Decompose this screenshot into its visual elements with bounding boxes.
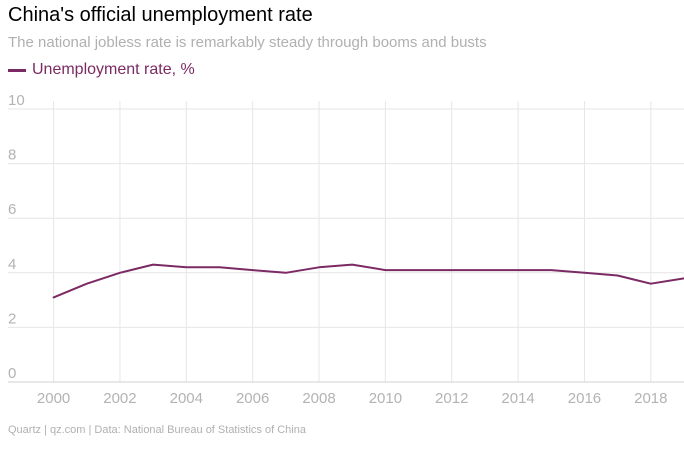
series-line-0 [52,263,684,299]
chart-subtitle: The national jobless rate is remarkably … [8,34,487,51]
chart-title: China's official unemployment rate [8,4,313,26]
x-tick-label-2012: 2012 [435,390,468,407]
x-tick-label-2000: 2000 [37,390,70,407]
y-tick-label-0: 0 [8,365,16,382]
source-footer: Quartz | qz.com | Data: National Bureau … [8,424,306,436]
y-tick-label-10: 10 [8,92,25,109]
y-tick-label-4: 4 [8,256,16,273]
x-tick-label-2006: 2006 [236,390,269,407]
x-tick-label-2016: 2016 [568,390,601,407]
x-tick-label-2014: 2014 [501,390,534,407]
x-tick-label-2010: 2010 [369,390,402,407]
y-tick-label-6: 6 [8,201,16,218]
x-tick-label-2004: 2004 [170,390,203,407]
legend-swatch-unemployment [8,68,26,72]
x-tick-label-2018: 2018 [634,390,667,407]
y-tick-label-8: 8 [8,147,16,164]
y-tick-label-2: 2 [8,310,16,327]
legend: Unemployment rate, % [8,61,195,79]
legend-label-unemployment: Unemployment rate, % [32,61,195,78]
x-tick-label-2008: 2008 [302,390,335,407]
x-tick-label-2002: 2002 [103,390,136,407]
